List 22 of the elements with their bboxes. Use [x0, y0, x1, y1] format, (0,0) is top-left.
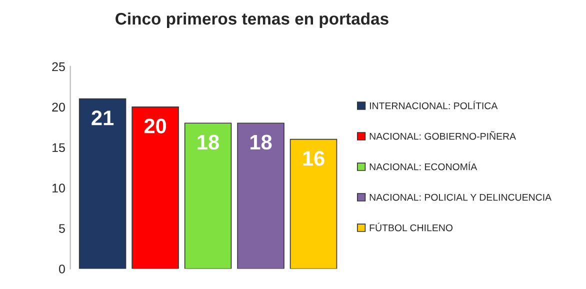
y-tick-label: 15	[52, 143, 65, 152]
bar	[184, 122, 232, 269]
data-label: 21	[92, 110, 114, 126]
bar	[78, 98, 126, 269]
data-label: 16	[303, 150, 324, 166]
bar	[237, 122, 284, 269]
data-label: 18	[250, 134, 272, 150]
data-label: 20	[144, 118, 166, 134]
legend-label: NACIONAL: POLICIAL Y DELINCUENCIA	[370, 194, 552, 201]
y-tick-label: 0	[58, 264, 65, 274]
legend-label: NACIONAL: GOBIERNO-PIÑERA	[370, 131, 516, 140]
legend-label: NACIONAL: ECONOMÍA	[370, 162, 478, 170]
chart-title: Cinco primeros temas en portadas	[116, 12, 388, 28]
legend-label: FÚTBOL CHILENO	[370, 222, 453, 232]
y-tick-label: 10	[52, 184, 65, 192]
data-label: 18	[198, 134, 219, 150]
bar	[290, 138, 338, 269]
legend-label: INTERNACIONAL: POLÍTICA	[370, 100, 498, 110]
y-tick-label: 25	[52, 62, 65, 72]
y-tick-label: 5	[59, 224, 65, 233]
y-tick-label: 20	[52, 102, 65, 112]
bar	[132, 106, 179, 269]
